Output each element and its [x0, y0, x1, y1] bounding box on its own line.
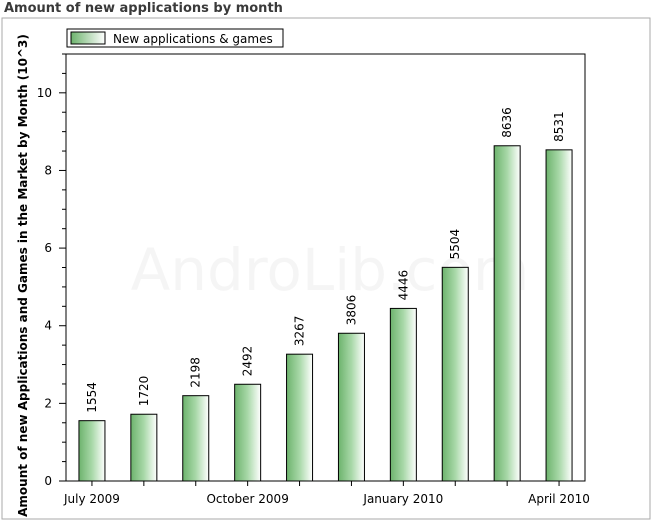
bar [441, 266, 469, 482]
bar [286, 353, 314, 482]
legend-label: New applications & games [113, 32, 273, 46]
data-label: 4446 [396, 270, 410, 301]
data-label: 1554 [85, 382, 99, 413]
legend: New applications & games [66, 28, 284, 48]
data-label: 2198 [189, 357, 203, 388]
data-label: 5504 [448, 229, 462, 260]
bar [389, 307, 417, 482]
bar [234, 383, 262, 482]
x-tick-label: April 2010 [528, 492, 590, 506]
y-axis-label: Amount of new Applications and Games in … [16, 34, 30, 517]
watermark-text: AndroLib.com [131, 236, 530, 304]
x-tick-label: October 2009 [206, 492, 288, 506]
y-tick-label: 4 [44, 319, 52, 333]
y-tick-label: 6 [44, 241, 52, 255]
data-label: 3806 [344, 295, 358, 326]
chart-title: Amount of new applications by month [4, 1, 283, 16]
legend-swatch [70, 31, 106, 45]
y-tick-label: 10 [37, 86, 52, 100]
bar [130, 413, 158, 482]
outer-border [1, 17, 651, 520]
data-label: 2492 [241, 346, 255, 377]
data-label: 8636 [500, 107, 514, 138]
bar [337, 332, 365, 482]
bar [493, 145, 521, 482]
y-tick-label: 2 [44, 396, 52, 410]
data-label: 1720 [137, 376, 151, 407]
x-tick-label: January 2010 [362, 492, 443, 506]
bar [182, 395, 210, 482]
data-labels-layer: 1554 1720 2198 2492 3267 3806 4446 5504 8636 8531 [85, 107, 566, 412]
data-label: 8531 [552, 111, 566, 142]
bars-layer [78, 145, 573, 482]
bar [78, 420, 106, 482]
axis-layer: 0 2 4 6 8 10 July 2009 October 2009 January 2010… [37, 53, 590, 506]
y-tick-label: 0 [44, 474, 52, 488]
x-tick-label: July 2009 [63, 492, 120, 506]
legend-box [66, 28, 284, 48]
bar [545, 149, 573, 482]
data-label: 3267 [293, 316, 307, 347]
y-tick-label: 8 [44, 163, 52, 177]
